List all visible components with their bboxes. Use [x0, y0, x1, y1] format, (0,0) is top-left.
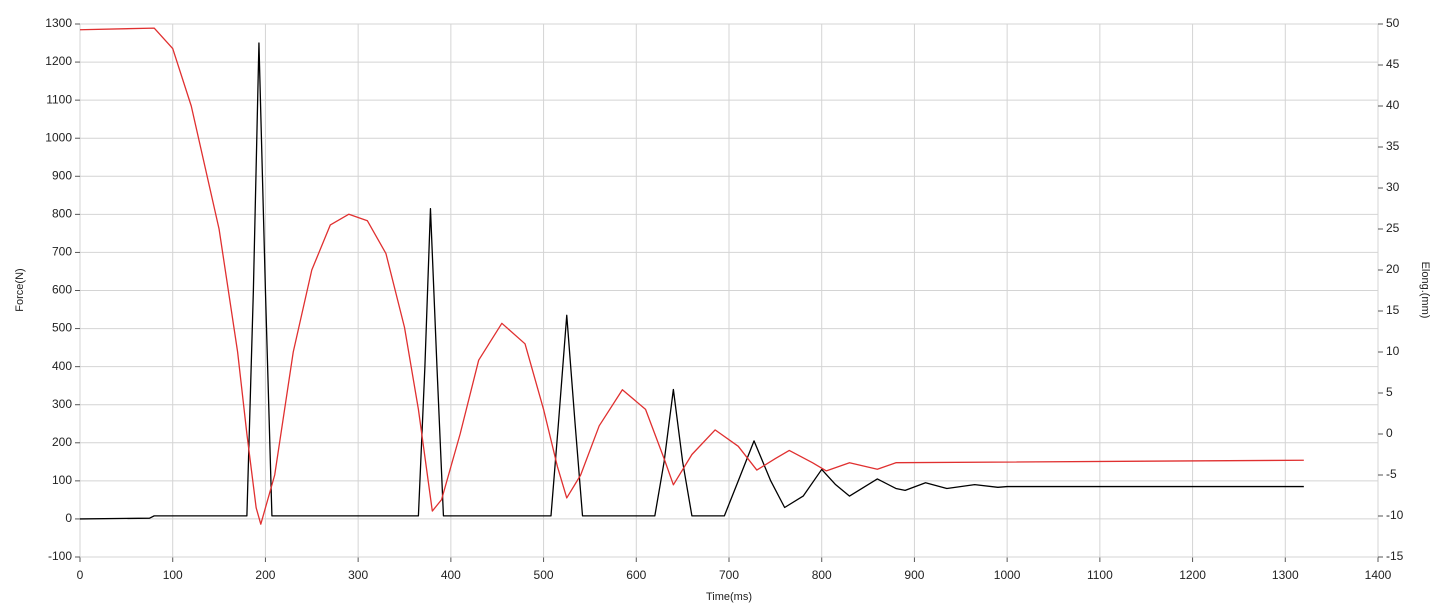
- series-line: [79, 42, 1304, 520]
- x-tick-label: 1200: [1179, 568, 1206, 582]
- y2-tick-label: -5: [1386, 467, 1397, 481]
- y2-tick-label: 45: [1386, 57, 1400, 71]
- y-axis-label: Force(N): [14, 268, 26, 311]
- y-tick-label: 1300: [45, 16, 72, 30]
- y-tick-label: 0: [65, 511, 72, 525]
- x-tick-label: 200: [255, 568, 275, 582]
- x-tick-label: 900: [904, 568, 924, 582]
- y-tick-label: 800: [52, 207, 72, 221]
- y2-tick-label: -15: [1386, 549, 1404, 563]
- y2-tick-label: 10: [1386, 344, 1400, 358]
- y2-tick-label: 20: [1386, 262, 1400, 276]
- x-tick-label: 1300: [1272, 568, 1299, 582]
- y-tick-label: 100: [52, 473, 72, 487]
- x-tick-label: 700: [719, 568, 739, 582]
- y2-tick-label: -10: [1386, 508, 1404, 522]
- y-tick-label: 900: [52, 168, 72, 182]
- y2-tick-label: 35: [1386, 139, 1400, 153]
- x-tick-label: 300: [348, 568, 368, 582]
- x-tick-label: 1100: [1087, 568, 1113, 582]
- y2-tick-label: 25: [1386, 221, 1400, 235]
- y-tick-label: 600: [52, 283, 72, 297]
- y-tick-label: 700: [52, 245, 72, 259]
- y-tick-label: 400: [52, 359, 72, 373]
- y2-axis-label: Elong.(mm): [1419, 262, 1431, 319]
- y2-tick-label: 0: [1386, 426, 1393, 440]
- y2-tick-label: 5: [1386, 385, 1393, 399]
- y-tick-label: 1200: [45, 54, 72, 68]
- series-line: [79, 27, 1304, 525]
- x-tick-label: 1400: [1365, 568, 1392, 582]
- x-axis-label: Time(ms): [706, 591, 752, 603]
- x-tick-label: 600: [626, 568, 646, 582]
- x-tick-label: 400: [441, 568, 461, 582]
- y-tick-label: 200: [52, 435, 72, 449]
- y2-tick-label: 40: [1386, 98, 1400, 112]
- x-tick-label: 100: [163, 568, 183, 582]
- y-tick-label: 500: [52, 321, 72, 335]
- y2-tick-label: 50: [1386, 16, 1400, 30]
- y2-tick-label: 15: [1386, 303, 1400, 317]
- x-tick-label: 500: [534, 568, 554, 582]
- x-tick-label: 800: [812, 568, 832, 582]
- y2-tick-label: 30: [1386, 180, 1400, 194]
- y-tick-label: 300: [52, 397, 72, 411]
- y-tick-label: 1000: [45, 130, 72, 144]
- x-tick-label: 0: [77, 568, 84, 582]
- x-tick-label: 1000: [994, 568, 1021, 582]
- y-tick-label: -100: [48, 549, 72, 563]
- y-tick-label: 1100: [46, 92, 72, 106]
